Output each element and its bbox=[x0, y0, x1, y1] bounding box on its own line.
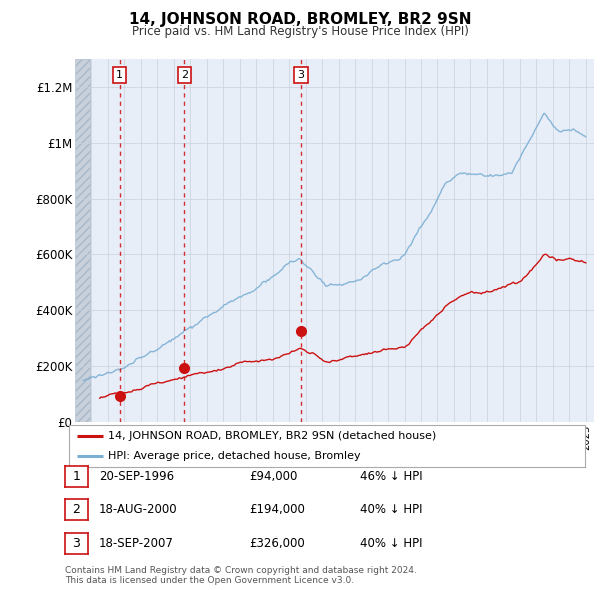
Text: £326,000: £326,000 bbox=[249, 537, 305, 550]
Text: £194,000: £194,000 bbox=[249, 503, 305, 516]
Text: 3: 3 bbox=[298, 70, 305, 80]
Text: 46% ↓ HPI: 46% ↓ HPI bbox=[360, 470, 422, 483]
Text: 3: 3 bbox=[72, 537, 80, 550]
Text: 18-AUG-2000: 18-AUG-2000 bbox=[99, 503, 178, 516]
Text: Contains HM Land Registry data © Crown copyright and database right 2024.
This d: Contains HM Land Registry data © Crown c… bbox=[65, 566, 416, 585]
Text: 18-SEP-2007: 18-SEP-2007 bbox=[99, 537, 174, 550]
Text: 1: 1 bbox=[72, 470, 80, 483]
Text: 14, JOHNSON ROAD, BROMLEY, BR2 9SN: 14, JOHNSON ROAD, BROMLEY, BR2 9SN bbox=[129, 12, 471, 27]
Text: 1: 1 bbox=[116, 70, 124, 80]
Text: £94,000: £94,000 bbox=[249, 470, 298, 483]
Bar bbox=[75, 59, 90, 422]
Text: 2: 2 bbox=[72, 503, 80, 516]
Text: 20-SEP-1996: 20-SEP-1996 bbox=[99, 470, 174, 483]
Text: HPI: Average price, detached house, Bromley: HPI: Average price, detached house, Brom… bbox=[108, 451, 361, 461]
Text: 2: 2 bbox=[181, 70, 188, 80]
Text: 40% ↓ HPI: 40% ↓ HPI bbox=[360, 503, 422, 516]
Text: 40% ↓ HPI: 40% ↓ HPI bbox=[360, 537, 422, 550]
Text: Price paid vs. HM Land Registry's House Price Index (HPI): Price paid vs. HM Land Registry's House … bbox=[131, 25, 469, 38]
Text: 14, JOHNSON ROAD, BROMLEY, BR2 9SN (detached house): 14, JOHNSON ROAD, BROMLEY, BR2 9SN (deta… bbox=[108, 431, 436, 441]
